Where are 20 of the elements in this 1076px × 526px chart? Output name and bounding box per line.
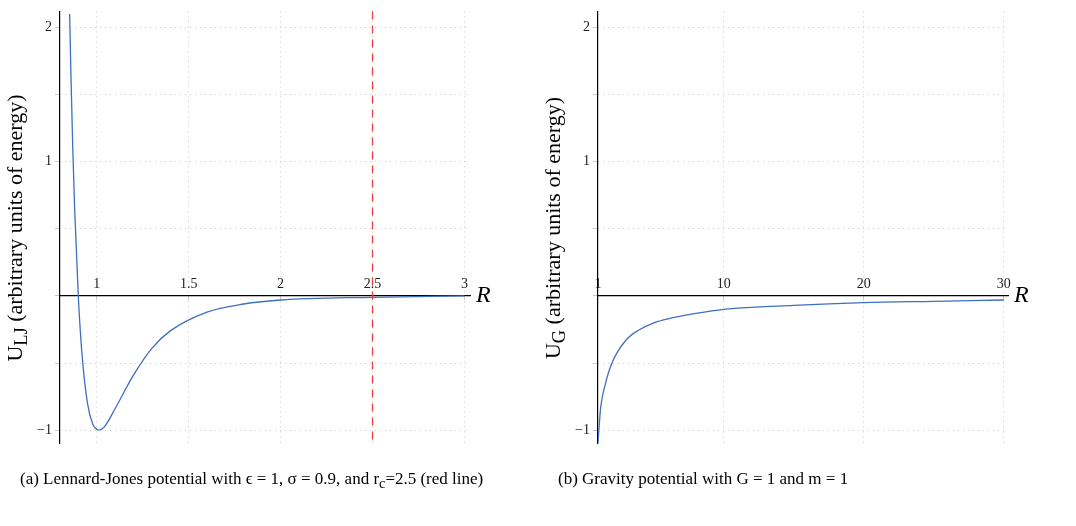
y-tick-label: 1	[44, 153, 52, 169]
x-tick-label: 20	[856, 276, 871, 292]
x-tick-label: 10	[716, 276, 731, 292]
x-tick-label: 30	[996, 276, 1011, 292]
x-tick-label: 2	[277, 276, 285, 292]
x-tick-label: 1.5	[179, 276, 198, 292]
y-tick-label: 1	[582, 153, 590, 169]
text: (a) Lennard-Jones potential with ϵ = 1, σ = 0.9, and r$_{c}$=2.5 (red line)	[20, 468, 485, 494]
x-axis-title: R	[476, 280, 491, 308]
line-series	[597, 299, 1005, 444]
x-tick-label: 2.5	[363, 276, 382, 292]
line-series	[68, 13, 466, 431]
y-tick-label: −1	[36, 421, 52, 437]
x-axis-title: R	[1014, 280, 1029, 308]
x-tick-label: 1	[93, 276, 101, 292]
text: (b) Gravity potential with G = 1 and m = 1	[558, 468, 850, 490]
y-tick-label: −1	[574, 421, 590, 437]
y-tick-label: 2	[582, 19, 590, 35]
y-tick-label: 2	[44, 19, 52, 35]
x-tick-label: 3	[460, 276, 468, 292]
